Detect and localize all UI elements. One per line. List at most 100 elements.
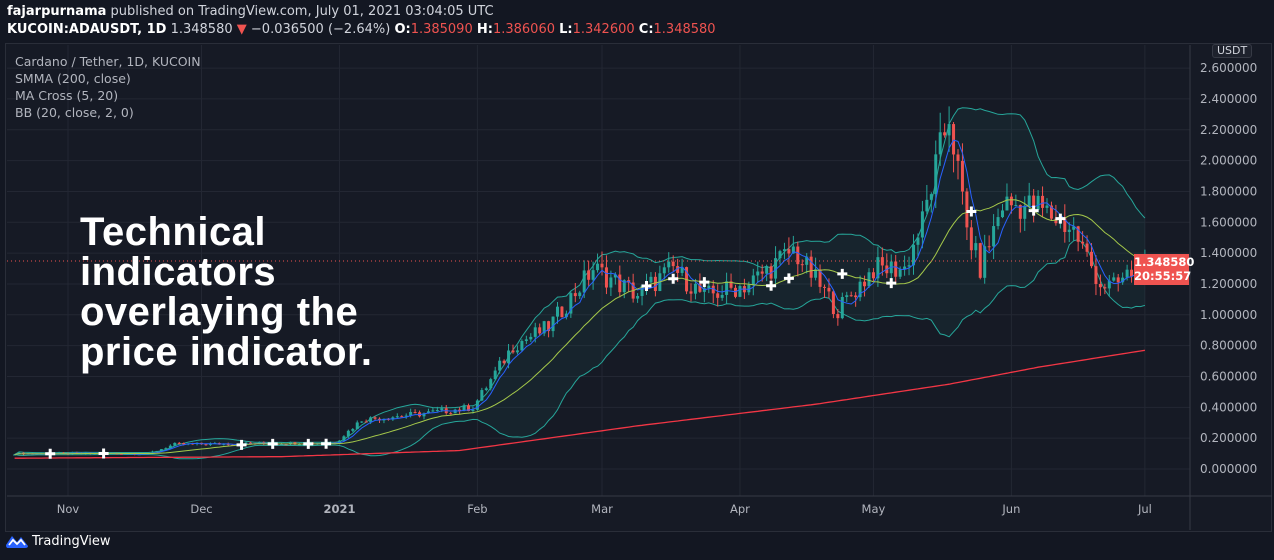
candle-body: [297, 444, 301, 446]
candle-body: [947, 124, 951, 136]
caption-line: overlaying the: [80, 290, 359, 334]
high-label: H:: [476, 22, 493, 37]
candle-body: [484, 388, 488, 391]
candle-body: [965, 191, 969, 228]
candle-body: [137, 454, 141, 456]
candle-body: [13, 454, 17, 456]
candle-body: [177, 442, 181, 444]
ma-cross-marker: [668, 273, 679, 284]
candle-body: [671, 261, 675, 267]
open-value: 1.385090: [410, 22, 473, 37]
candle-body: [498, 360, 502, 371]
candle-body: [369, 417, 373, 422]
price-tick-label: 0.800000: [1200, 339, 1257, 353]
chart-frame[interactable]: [5, 43, 1272, 532]
legend-ma-cross[interactable]: MA Cross (5, 20): [15, 88, 119, 103]
candle-body: [458, 409, 462, 411]
legend-smma[interactable]: SMMA (200, close): [15, 71, 131, 86]
ma-cross-marker: [641, 281, 652, 292]
candle-body: [547, 321, 551, 332]
candle-body: [578, 292, 582, 297]
candle-body: [992, 226, 996, 247]
candle-body: [346, 430, 350, 437]
candle-body: [809, 256, 813, 278]
bar-countdown: 20:55:57: [1134, 269, 1192, 283]
candle-body: [609, 277, 613, 288]
candle-body: [863, 281, 867, 287]
candle-body: [1041, 195, 1045, 208]
close-value: 1.348580: [653, 22, 716, 37]
candle-body: [987, 246, 991, 248]
candle-body: [1116, 277, 1120, 283]
ma-cross-marker: [303, 438, 314, 449]
candle-body: [493, 370, 497, 380]
published-text: published on TradingView.com, July 01, 2…: [110, 4, 494, 19]
candle-body: [858, 281, 862, 298]
candle-body: [898, 269, 902, 277]
legend-title[interactable]: Cardano / Tether, 1D, KUCOIN: [15, 54, 201, 69]
candle-body: [1005, 196, 1009, 211]
candle-body: [894, 261, 898, 277]
candle-body: [1130, 269, 1134, 277]
candle-body: [280, 444, 284, 446]
candle-body: [467, 405, 470, 411]
candle-body: [782, 249, 786, 252]
smma-line: [14, 349, 1146, 459]
candle-body: [1001, 210, 1004, 218]
ma-slow-line: [14, 199, 1146, 455]
candle-body: [952, 124, 956, 155]
candle-body: [373, 417, 377, 419]
candle-body: [854, 295, 858, 298]
ma-cross-marker: [783, 273, 794, 284]
brand-name: TradingView: [32, 533, 111, 549]
candle-body: [912, 244, 915, 266]
candle-body: [996, 217, 1000, 227]
candle-body: [173, 442, 177, 446]
time-tick-label: Feb: [467, 502, 487, 516]
open-label: O:: [394, 22, 411, 37]
legend-bb[interactable]: BB (20, close, 2, 0): [15, 105, 134, 120]
time-tick-label: Mar: [591, 502, 613, 516]
candle-body: [551, 316, 555, 332]
candle-body: [426, 411, 430, 414]
candle-body: [840, 296, 844, 319]
candle-body: [1072, 226, 1076, 230]
currency-button[interactable]: USDT: [1212, 44, 1253, 58]
candle-body: [725, 281, 729, 295]
candle-body: [1009, 196, 1013, 206]
candle-body: [524, 339, 528, 342]
high-value: 1.386060: [492, 22, 555, 37]
time-tick-label: Jul: [1137, 502, 1152, 516]
candle-body: [342, 436, 346, 441]
candle-body: [903, 266, 907, 270]
time-tick-label: Jun: [1001, 502, 1020, 516]
candle-body: [1018, 205, 1022, 219]
candle-body: [667, 261, 671, 268]
price-tick-label: 0.000000: [1200, 462, 1257, 476]
candle-body: [1094, 266, 1098, 284]
candle-body: [751, 275, 755, 286]
candle-body: [431, 410, 435, 412]
candle-body: [622, 280, 626, 293]
candle-body: [413, 412, 417, 414]
candle-body: [814, 269, 818, 278]
candle-body: [582, 270, 586, 293]
candle-body: [391, 417, 395, 420]
ma-cross-marker: [766, 280, 777, 291]
candle-body: [409, 412, 413, 416]
candle-body: [351, 429, 355, 431]
candle-body: [159, 449, 163, 451]
candle-body: [1098, 283, 1102, 288]
candle-body: [1067, 229, 1071, 232]
ma-cross-marker: [699, 277, 710, 288]
candle-body: [1045, 205, 1049, 208]
candle-body: [849, 295, 853, 297]
candle-body: [778, 251, 782, 259]
price-tick-label: 2.000000: [1200, 154, 1257, 168]
time-tick-label: Dec: [190, 502, 212, 516]
candle-body: [453, 409, 457, 414]
tradingview-logo[interactable]: TradingView: [6, 533, 111, 549]
candle-body: [934, 154, 938, 195]
candle-body: [569, 293, 573, 314]
